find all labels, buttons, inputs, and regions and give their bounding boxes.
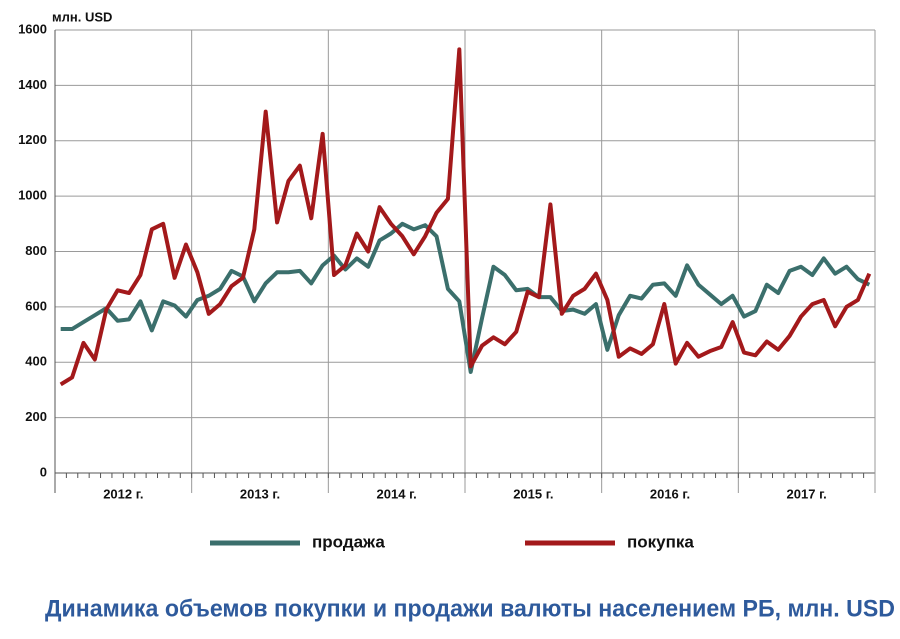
legend-label: покупка: [627, 532, 694, 551]
series-line: [60, 221, 871, 374]
y-tick-label: 1600: [18, 21, 47, 36]
y-tick-label: 1400: [18, 77, 47, 92]
y-tick-label: 1200: [18, 132, 47, 147]
x-group-label: 2016 г.: [650, 486, 690, 501]
y-tick-label: 800: [25, 243, 47, 258]
y-tick-label: 200: [25, 409, 47, 424]
y-tick-label: 0: [40, 464, 47, 479]
x-group-label: 2015 г.: [513, 486, 553, 501]
x-group-label: 2012 г.: [103, 486, 143, 501]
series-line: [59, 47, 872, 387]
x-group-label: 2017 г.: [787, 486, 827, 501]
y-tick-label: 400: [25, 354, 47, 369]
y-axis-label: млн. USD: [52, 9, 112, 24]
chart-title: Динамика объемов покупки и продажи валют…: [45, 595, 895, 622]
y-tick-label: 600: [25, 298, 47, 313]
legend-label: продажа: [312, 532, 385, 551]
x-group-label: 2013 г.: [240, 486, 280, 501]
y-tick-label: 1000: [18, 188, 47, 203]
x-group-label: 2014 г.: [377, 486, 417, 501]
